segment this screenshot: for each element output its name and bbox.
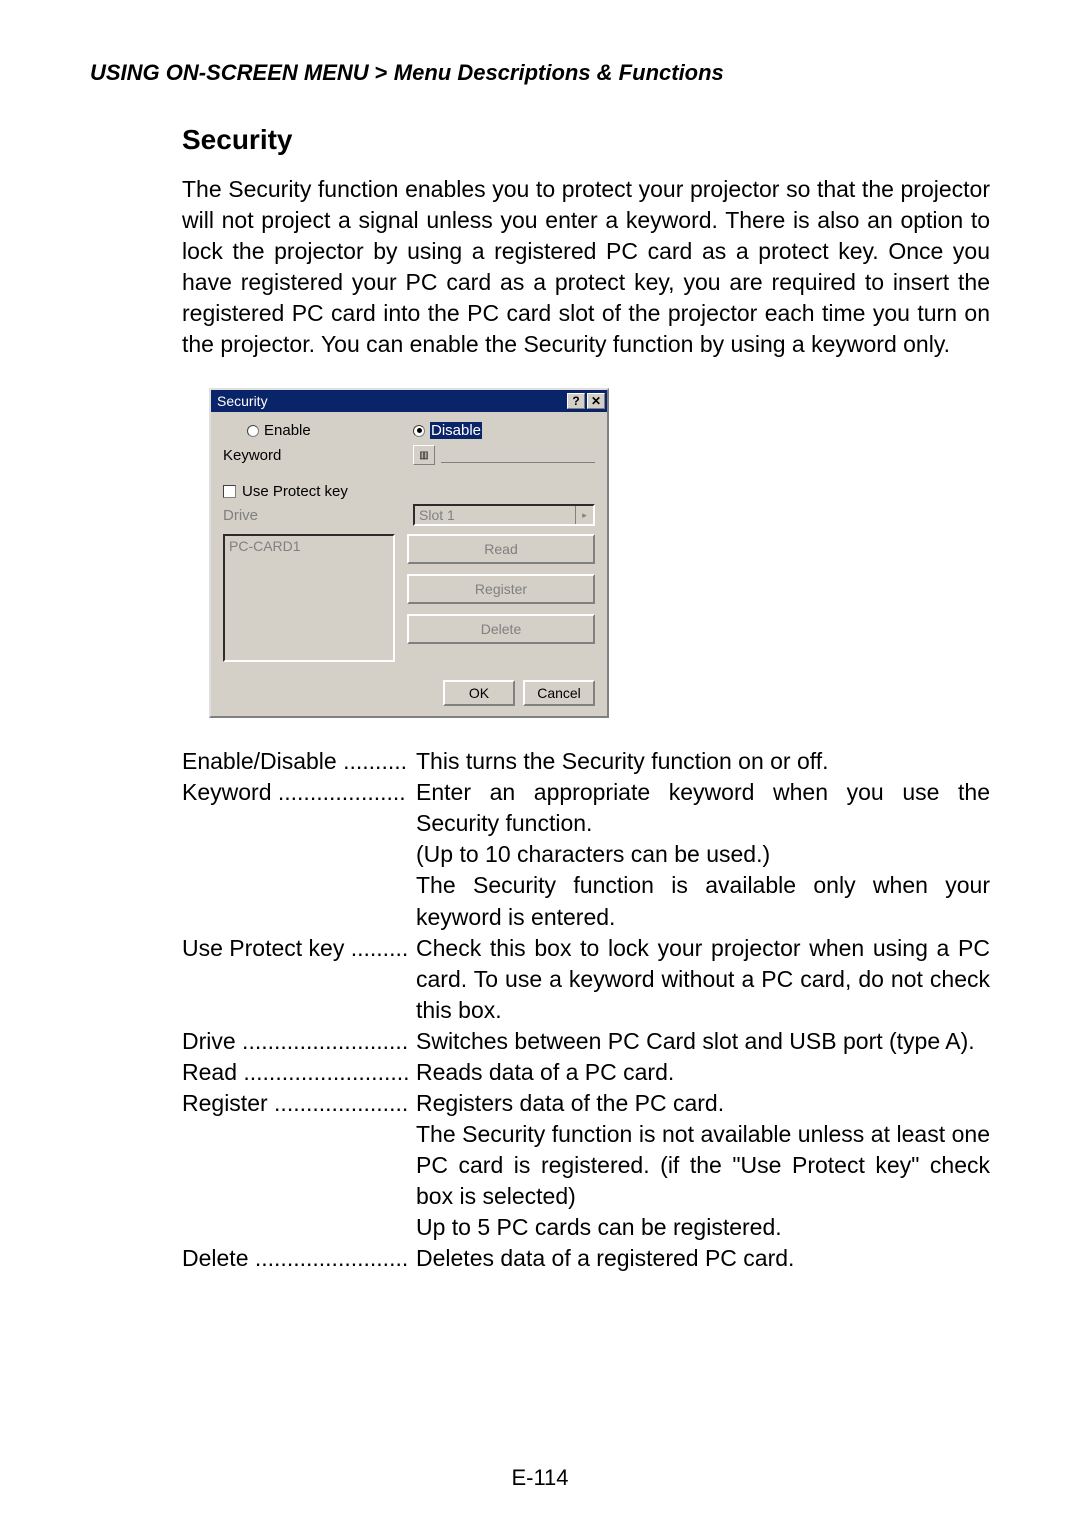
page-number: E-114 [0, 1465, 1080, 1491]
definition-description: Switches between PC Card slot and USB po… [416, 1026, 990, 1057]
ok-button[interactable]: OK [443, 680, 515, 706]
close-icon[interactable]: ✕ [587, 393, 605, 409]
breadcrumb: USING ON-SCREEN MENU > Menu Descriptions… [90, 60, 990, 86]
definition-term: Register ..................... [182, 1088, 416, 1119]
delete-button[interactable]: Delete [407, 614, 595, 644]
drive-combo[interactable]: Slot 1 ▸ [413, 504, 595, 526]
pc-card-listbox[interactable]: PC-CARD1 [223, 534, 395, 662]
radio-icon [247, 425, 259, 437]
definition-term: Read .......................... [182, 1057, 416, 1088]
chevron-down-icon: ▸ [575, 506, 593, 524]
security-dialog: Security ? ✕ Enable Disable Keyword ▥ [209, 388, 609, 718]
intro-paragraph: The Security function enables you to pro… [182, 174, 990, 360]
definition-description: Check this box to lock your projector wh… [416, 933, 990, 1026]
keyword-input-line[interactable] [441, 462, 595, 463]
definition-term: Enable/Disable .......... [182, 746, 416, 777]
register-button[interactable]: Register [407, 574, 595, 604]
enable-radio[interactable]: Enable [247, 422, 413, 439]
definition-term: Drive .......................... [182, 1026, 416, 1057]
section-title: Security [182, 124, 990, 156]
drive-combo-value: Slot 1 [419, 507, 455, 523]
breadcrumb-separator: > [369, 60, 394, 85]
dialog-title: Security [217, 393, 565, 409]
disable-radio-label: Disable [430, 422, 482, 439]
definitions-list: Enable/Disable .......... This turns the… [182, 746, 990, 1274]
cancel-button[interactable]: Cancel [523, 680, 595, 706]
radio-icon [413, 425, 425, 437]
keyword-label: Keyword [223, 447, 413, 464]
use-protect-key-checkbox[interactable]: Use Protect key [223, 483, 595, 500]
definition-description: The Security function is not available u… [416, 1119, 990, 1212]
keyboard-icon[interactable]: ▥ [413, 445, 435, 465]
enable-radio-label: Enable [264, 422, 311, 439]
definition-description: Deletes data of a registered PC card. [416, 1243, 990, 1274]
checkbox-icon [223, 485, 236, 498]
breadcrumb-prefix: USING ON-SCREEN MENU [90, 60, 369, 85]
definition-description: Up to 5 PC cards can be registered. [416, 1212, 990, 1243]
use-protect-key-label: Use Protect key [242, 483, 348, 500]
definition-description: Enter an appropriate keyword when you us… [416, 777, 990, 839]
dialog-titlebar: Security ? ✕ [211, 390, 607, 412]
definition-description: The Security function is available only … [416, 870, 990, 932]
breadcrumb-suffix: Menu Descriptions & Functions [394, 60, 724, 85]
definition-description: Registers data of the PC card. [416, 1088, 990, 1119]
definition-term: Use Protect key ......... [182, 933, 416, 1026]
list-item: PC-CARD1 [229, 538, 301, 554]
definition-description: Reads data of a PC card. [416, 1057, 990, 1088]
definition-description: (Up to 10 characters can be used.) [416, 839, 990, 870]
definition-description: This turns the Security function on or o… [416, 746, 990, 777]
definition-term: Delete ........................ [182, 1243, 416, 1274]
definition-term: Keyword .................... [182, 777, 416, 839]
help-icon[interactable]: ? [567, 393, 585, 409]
disable-radio[interactable]: Disable [413, 422, 482, 439]
read-button[interactable]: Read [407, 534, 595, 564]
drive-label: Drive [223, 507, 413, 524]
